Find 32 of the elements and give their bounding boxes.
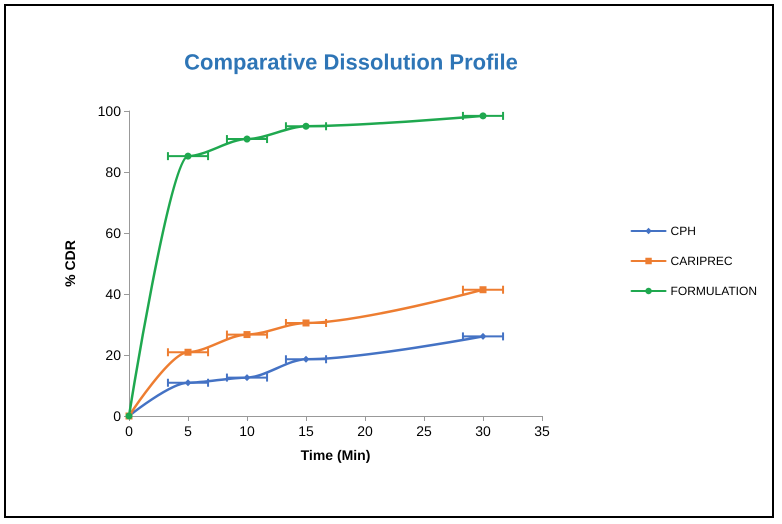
x-tick-label: 20 xyxy=(357,423,373,439)
point xyxy=(480,286,486,294)
x-tick-label: 0 xyxy=(125,423,134,439)
y-tick-label: 100 xyxy=(98,103,122,119)
point xyxy=(302,122,310,130)
point xyxy=(244,374,250,382)
x-tick-label: 35 xyxy=(534,423,550,439)
legend-label: CARIPREC xyxy=(670,254,733,268)
x-axis-title: Time (Min) xyxy=(300,447,370,463)
y-tick-label: 40 xyxy=(105,286,122,302)
point xyxy=(302,319,310,326)
point xyxy=(244,331,250,338)
point xyxy=(302,356,310,363)
y-tick-label: 80 xyxy=(105,164,122,180)
x-tick-label: 15 xyxy=(298,423,314,439)
x-tick-label: 5 xyxy=(184,423,192,439)
chart-title: Comparative Dissolution Profile xyxy=(184,50,518,74)
y-axis-title: % CDR xyxy=(62,240,78,287)
point xyxy=(480,112,486,120)
y-tick-label: 0 xyxy=(113,408,122,424)
y-tick-label: 60 xyxy=(105,225,122,241)
point xyxy=(244,136,250,143)
x-tick-label: 10 xyxy=(239,423,255,439)
x-tick-label: 25 xyxy=(416,423,432,439)
point xyxy=(184,379,192,386)
legend-label: CPH xyxy=(670,224,696,238)
point xyxy=(184,152,192,160)
x-tick-label: 30 xyxy=(475,423,491,439)
y-tick-label: 20 xyxy=(105,347,122,363)
legend-label: FORMULATION xyxy=(670,284,758,298)
point xyxy=(480,332,486,340)
point xyxy=(184,348,192,356)
